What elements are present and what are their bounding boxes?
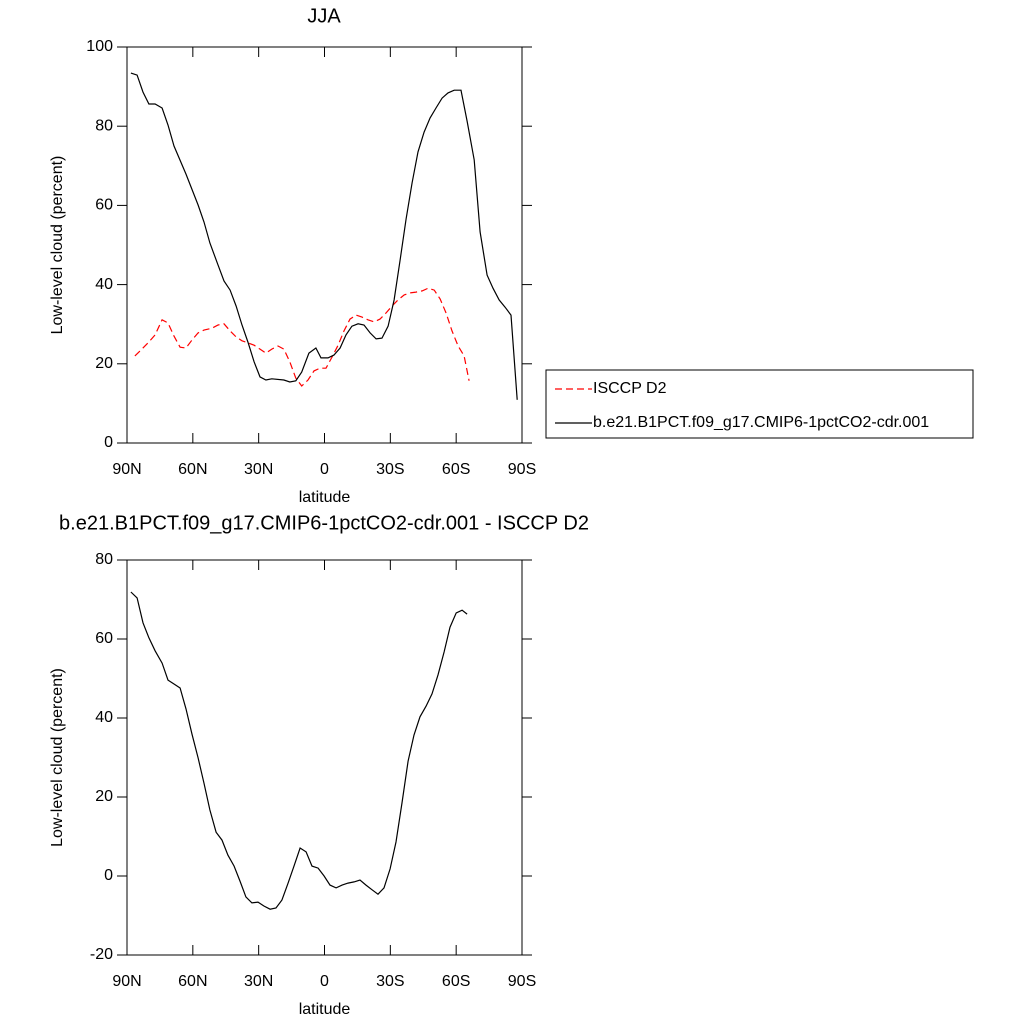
y-tick-label: 0 xyxy=(104,867,113,884)
data-line xyxy=(134,287,470,387)
chart-title: JJA xyxy=(307,5,341,27)
y-tick-label: 20 xyxy=(95,788,113,805)
y-tick-label: 100 xyxy=(86,38,113,55)
x-tick-label: 60N xyxy=(178,973,207,990)
x-tick-label: 60S xyxy=(442,973,470,990)
y-tick-label: -20 xyxy=(90,946,113,963)
x-tick-label: 60N xyxy=(178,461,207,478)
x-tick-label: 90S xyxy=(508,461,536,478)
data-line xyxy=(130,72,518,400)
legend-box xyxy=(545,369,974,439)
y-tick-label: 60 xyxy=(95,630,113,647)
plot-frame xyxy=(126,46,523,444)
x-tick-label: 60S xyxy=(442,461,470,478)
y-axis-label: Low-level cloud (percent) xyxy=(49,668,66,847)
y-axis-label: Low-level cloud (percent) xyxy=(49,156,66,335)
y-tick-label: 80 xyxy=(95,551,113,568)
legend-label: ISCCP D2 xyxy=(593,380,667,397)
y-tick-label: 40 xyxy=(95,709,113,726)
y-tick-label: 40 xyxy=(95,276,113,293)
y-tick-label: 80 xyxy=(95,117,113,134)
x-tick-label: 30S xyxy=(376,973,404,990)
x-tick-label: 90S xyxy=(508,973,536,990)
y-tick-label: 60 xyxy=(95,197,113,214)
x-tick-label: 90N xyxy=(112,973,141,990)
legend-label: b.e21.B1PCT.f09_g17.CMIP6-1pctCO2-cdr.00… xyxy=(593,414,929,431)
x-tick-label: 90N xyxy=(112,461,141,478)
x-tick-label: 30N xyxy=(244,973,273,990)
x-tick-label: 30S xyxy=(376,461,404,478)
plot-frame xyxy=(126,559,523,956)
y-tick-label: 20 xyxy=(95,355,113,372)
y-tick-label: 0 xyxy=(104,434,113,451)
x-axis-label: latitude xyxy=(299,489,351,506)
data-line xyxy=(130,591,468,910)
x-tick-label: 0 xyxy=(320,973,329,990)
x-tick-label: 0 xyxy=(320,461,329,478)
x-tick-label: 30N xyxy=(244,461,273,478)
chart-title: b.e21.B1PCT.f09_g17.CMIP6-1pctCO2-cdr.00… xyxy=(59,512,589,534)
x-axis-label: latitude xyxy=(299,1001,351,1018)
